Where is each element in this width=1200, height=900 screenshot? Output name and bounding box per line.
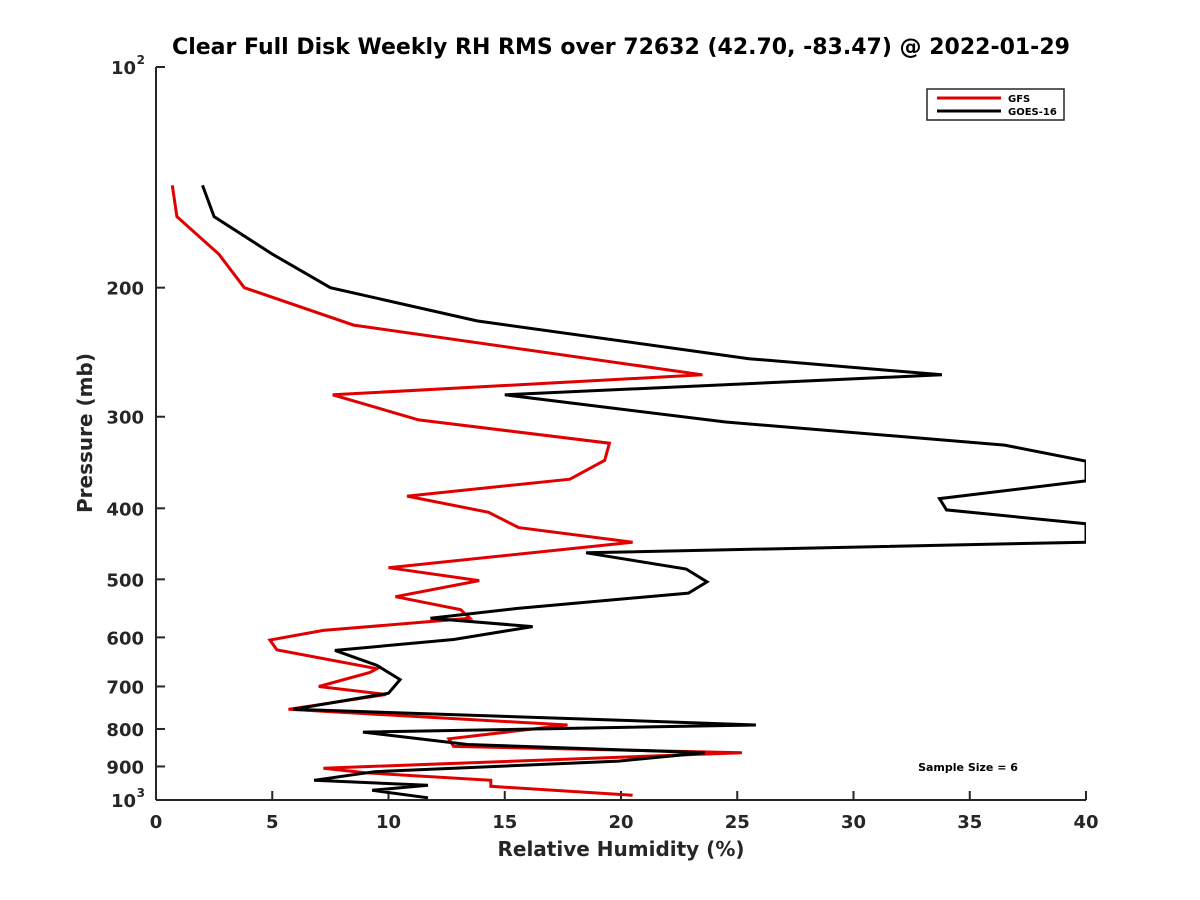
x-tick-label: 10 xyxy=(376,812,401,833)
x-tick-label: 40 xyxy=(1073,812,1098,833)
legend-label-gfs: GFS xyxy=(1008,94,1030,105)
y-tick-label: 600 xyxy=(106,628,144,649)
x-tick-label: 15 xyxy=(492,812,517,833)
sample-size-annotation: Sample Size = 6 xyxy=(918,761,1018,774)
y-tick-label: 800 xyxy=(106,720,144,741)
y-tick-label-power: 10 3 xyxy=(111,786,145,812)
x-tick-label: 20 xyxy=(608,812,633,833)
y-tick-label-base: 10 xyxy=(111,791,136,812)
x-tick-label: 35 xyxy=(957,812,982,833)
series-group xyxy=(170,184,1086,800)
y-tick-label: 900 xyxy=(106,757,144,778)
y-tick-label-exponent: 3 xyxy=(137,786,145,800)
legend-box xyxy=(926,88,1065,121)
x-tick-label: 5 xyxy=(266,812,279,833)
series-line-goes-16 xyxy=(201,184,1086,800)
legend-label-goes-16: GOES-16 xyxy=(1008,107,1057,118)
y-tick-label: 500 xyxy=(106,570,144,591)
x-tick-label: 30 xyxy=(841,812,866,833)
x-tick-label: 25 xyxy=(725,812,750,833)
y-tick-label-base: 10 xyxy=(111,58,136,79)
y-tick-label: 300 xyxy=(106,408,144,429)
y-tick-label: 400 xyxy=(106,499,144,520)
y-tick-label: 200 xyxy=(106,279,144,300)
x-axis-label: Relative Humidity (%) xyxy=(497,837,744,861)
series-line-gfs xyxy=(170,185,742,797)
y-tick-label-exponent: 2 xyxy=(137,53,145,67)
x-tick-label: 0 xyxy=(150,812,163,833)
y-tick-label-power: 10 2 xyxy=(111,53,145,79)
y-axis-label: Pressure (mb) xyxy=(73,353,97,513)
chart-legend: GFS GOES-16 xyxy=(926,88,1065,121)
y-tick-label: 700 xyxy=(106,677,144,698)
chart-title: Clear Full Disk Weekly RH RMS over 72632… xyxy=(172,35,1070,60)
